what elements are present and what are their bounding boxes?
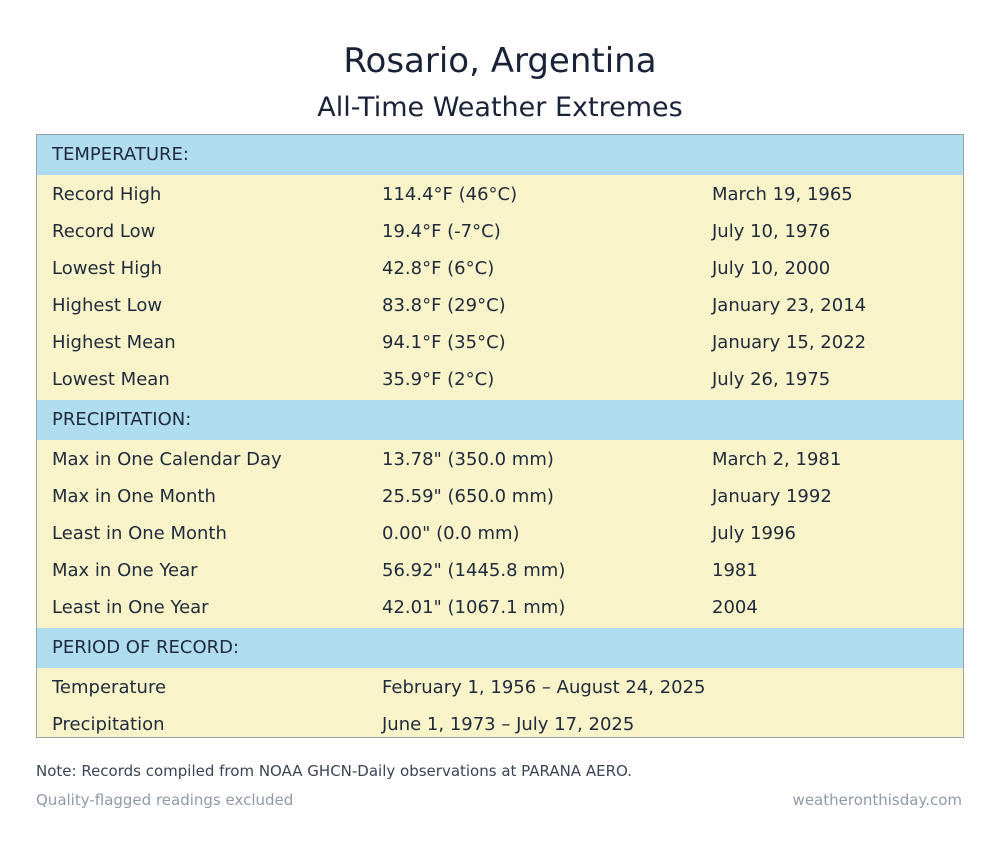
row-date: 1981	[712, 560, 758, 581]
row-value: 0.00" (0.0 mm)	[382, 523, 520, 544]
table-row: Highest Low 83.8°F (29°C) January 23, 20…	[37, 287, 963, 324]
row-value: 13.78" (350.0 mm)	[382, 449, 554, 470]
row-value: June 1, 1973 – July 17, 2025	[382, 714, 635, 735]
row-date: July 10, 2000	[712, 258, 831, 279]
row-date: March 2, 1981	[712, 449, 842, 470]
table-row: Precipitation June 1, 1973 – July 17, 20…	[37, 706, 963, 737]
precipitation-rows: Max in One Calendar Day 13.78" (350.0 mm…	[37, 440, 963, 628]
page-title: Rosario, Argentina	[343, 41, 657, 81]
row-value: February 1, 1956 – August 24, 2025	[382, 677, 706, 698]
row-value: 56.92" (1445.8 mm)	[382, 560, 566, 581]
row-label: Lowest Mean	[52, 369, 170, 390]
table-row: Max in One Year 56.92" (1445.8 mm) 1981	[37, 552, 963, 589]
row-label: Precipitation	[52, 714, 165, 735]
row-value: 94.1°F (35°C)	[382, 332, 506, 353]
row-date: 2004	[712, 597, 758, 618]
table-row: Record High 114.4°F (46°C) March 19, 196…	[37, 176, 963, 213]
site-credit: weatheronthisday.com	[792, 791, 962, 809]
row-label: Lowest High	[52, 258, 163, 279]
page-subtitle: All-Time Weather Extremes	[317, 92, 683, 123]
row-value: 35.9°F (2°C)	[382, 369, 495, 390]
table-row: Lowest High 42.8°F (6°C) July 10, 2000	[37, 250, 963, 287]
extremes-table: TEMPERATURE: Record High 114.4°F (46°C) …	[36, 134, 964, 738]
section-header-precipitation: PRECIPITATION:	[37, 400, 963, 440]
row-date: January 23, 2014	[712, 295, 867, 316]
row-label: Highest Mean	[52, 332, 176, 353]
section-header-period-of-record: PERIOD OF RECORD:	[37, 628, 963, 668]
row-date: January 1992	[712, 486, 832, 507]
temperature-rows: Record High 114.4°F (46°C) March 19, 196…	[37, 175, 963, 400]
row-value: 42.01" (1067.1 mm)	[382, 597, 566, 618]
table-row: Least in One Month 0.00" (0.0 mm) July 1…	[37, 515, 963, 552]
row-date: July 10, 1976	[712, 221, 831, 242]
row-date: March 19, 1965	[712, 184, 853, 205]
row-value: 83.8°F (29°C)	[382, 295, 506, 316]
row-label: Max in One Year	[52, 560, 198, 581]
row-label: Highest Low	[52, 295, 163, 316]
row-label: Least in One Year	[52, 597, 209, 618]
row-value: 114.4°F (46°C)	[382, 184, 518, 205]
section-header-temperature: TEMPERATURE:	[37, 135, 963, 175]
row-value: 42.8°F (6°C)	[382, 258, 495, 279]
row-label: Record High	[52, 184, 162, 205]
row-label: Least in One Month	[52, 523, 227, 544]
table-row: Least in One Year 42.01" (1067.1 mm) 200…	[37, 589, 963, 626]
table-row: Temperature February 1, 1956 – August 24…	[37, 669, 963, 706]
quality-note: Quality-flagged readings excluded	[36, 791, 294, 809]
table-row: Max in One Calendar Day 13.78" (350.0 mm…	[37, 441, 963, 478]
table-row: Highest Mean 94.1°F (35°C) January 15, 2…	[37, 324, 963, 361]
row-label: Record Low	[52, 221, 156, 242]
row-value: 19.4°F (-7°C)	[382, 221, 501, 242]
table-row: Max in One Month 25.59" (650.0 mm) Janua…	[37, 478, 963, 515]
table-row: Lowest Mean 35.9°F (2°C) July 26, 1975	[37, 361, 963, 398]
row-label: Temperature	[52, 677, 167, 698]
row-date: July 1996	[712, 523, 796, 544]
row-date: January 15, 2022	[712, 332, 867, 353]
row-label: Max in One Month	[52, 486, 216, 507]
row-value: 25.59" (650.0 mm)	[382, 486, 554, 507]
period-rows: Temperature February 1, 1956 – August 24…	[37, 668, 963, 737]
row-label: Max in One Calendar Day	[52, 449, 282, 470]
row-date: July 26, 1975	[712, 369, 831, 390]
source-note: Note: Records compiled from NOAA GHCN-Da…	[36, 762, 632, 780]
table-row: Record Low 19.4°F (-7°C) July 10, 1976	[37, 213, 963, 250]
